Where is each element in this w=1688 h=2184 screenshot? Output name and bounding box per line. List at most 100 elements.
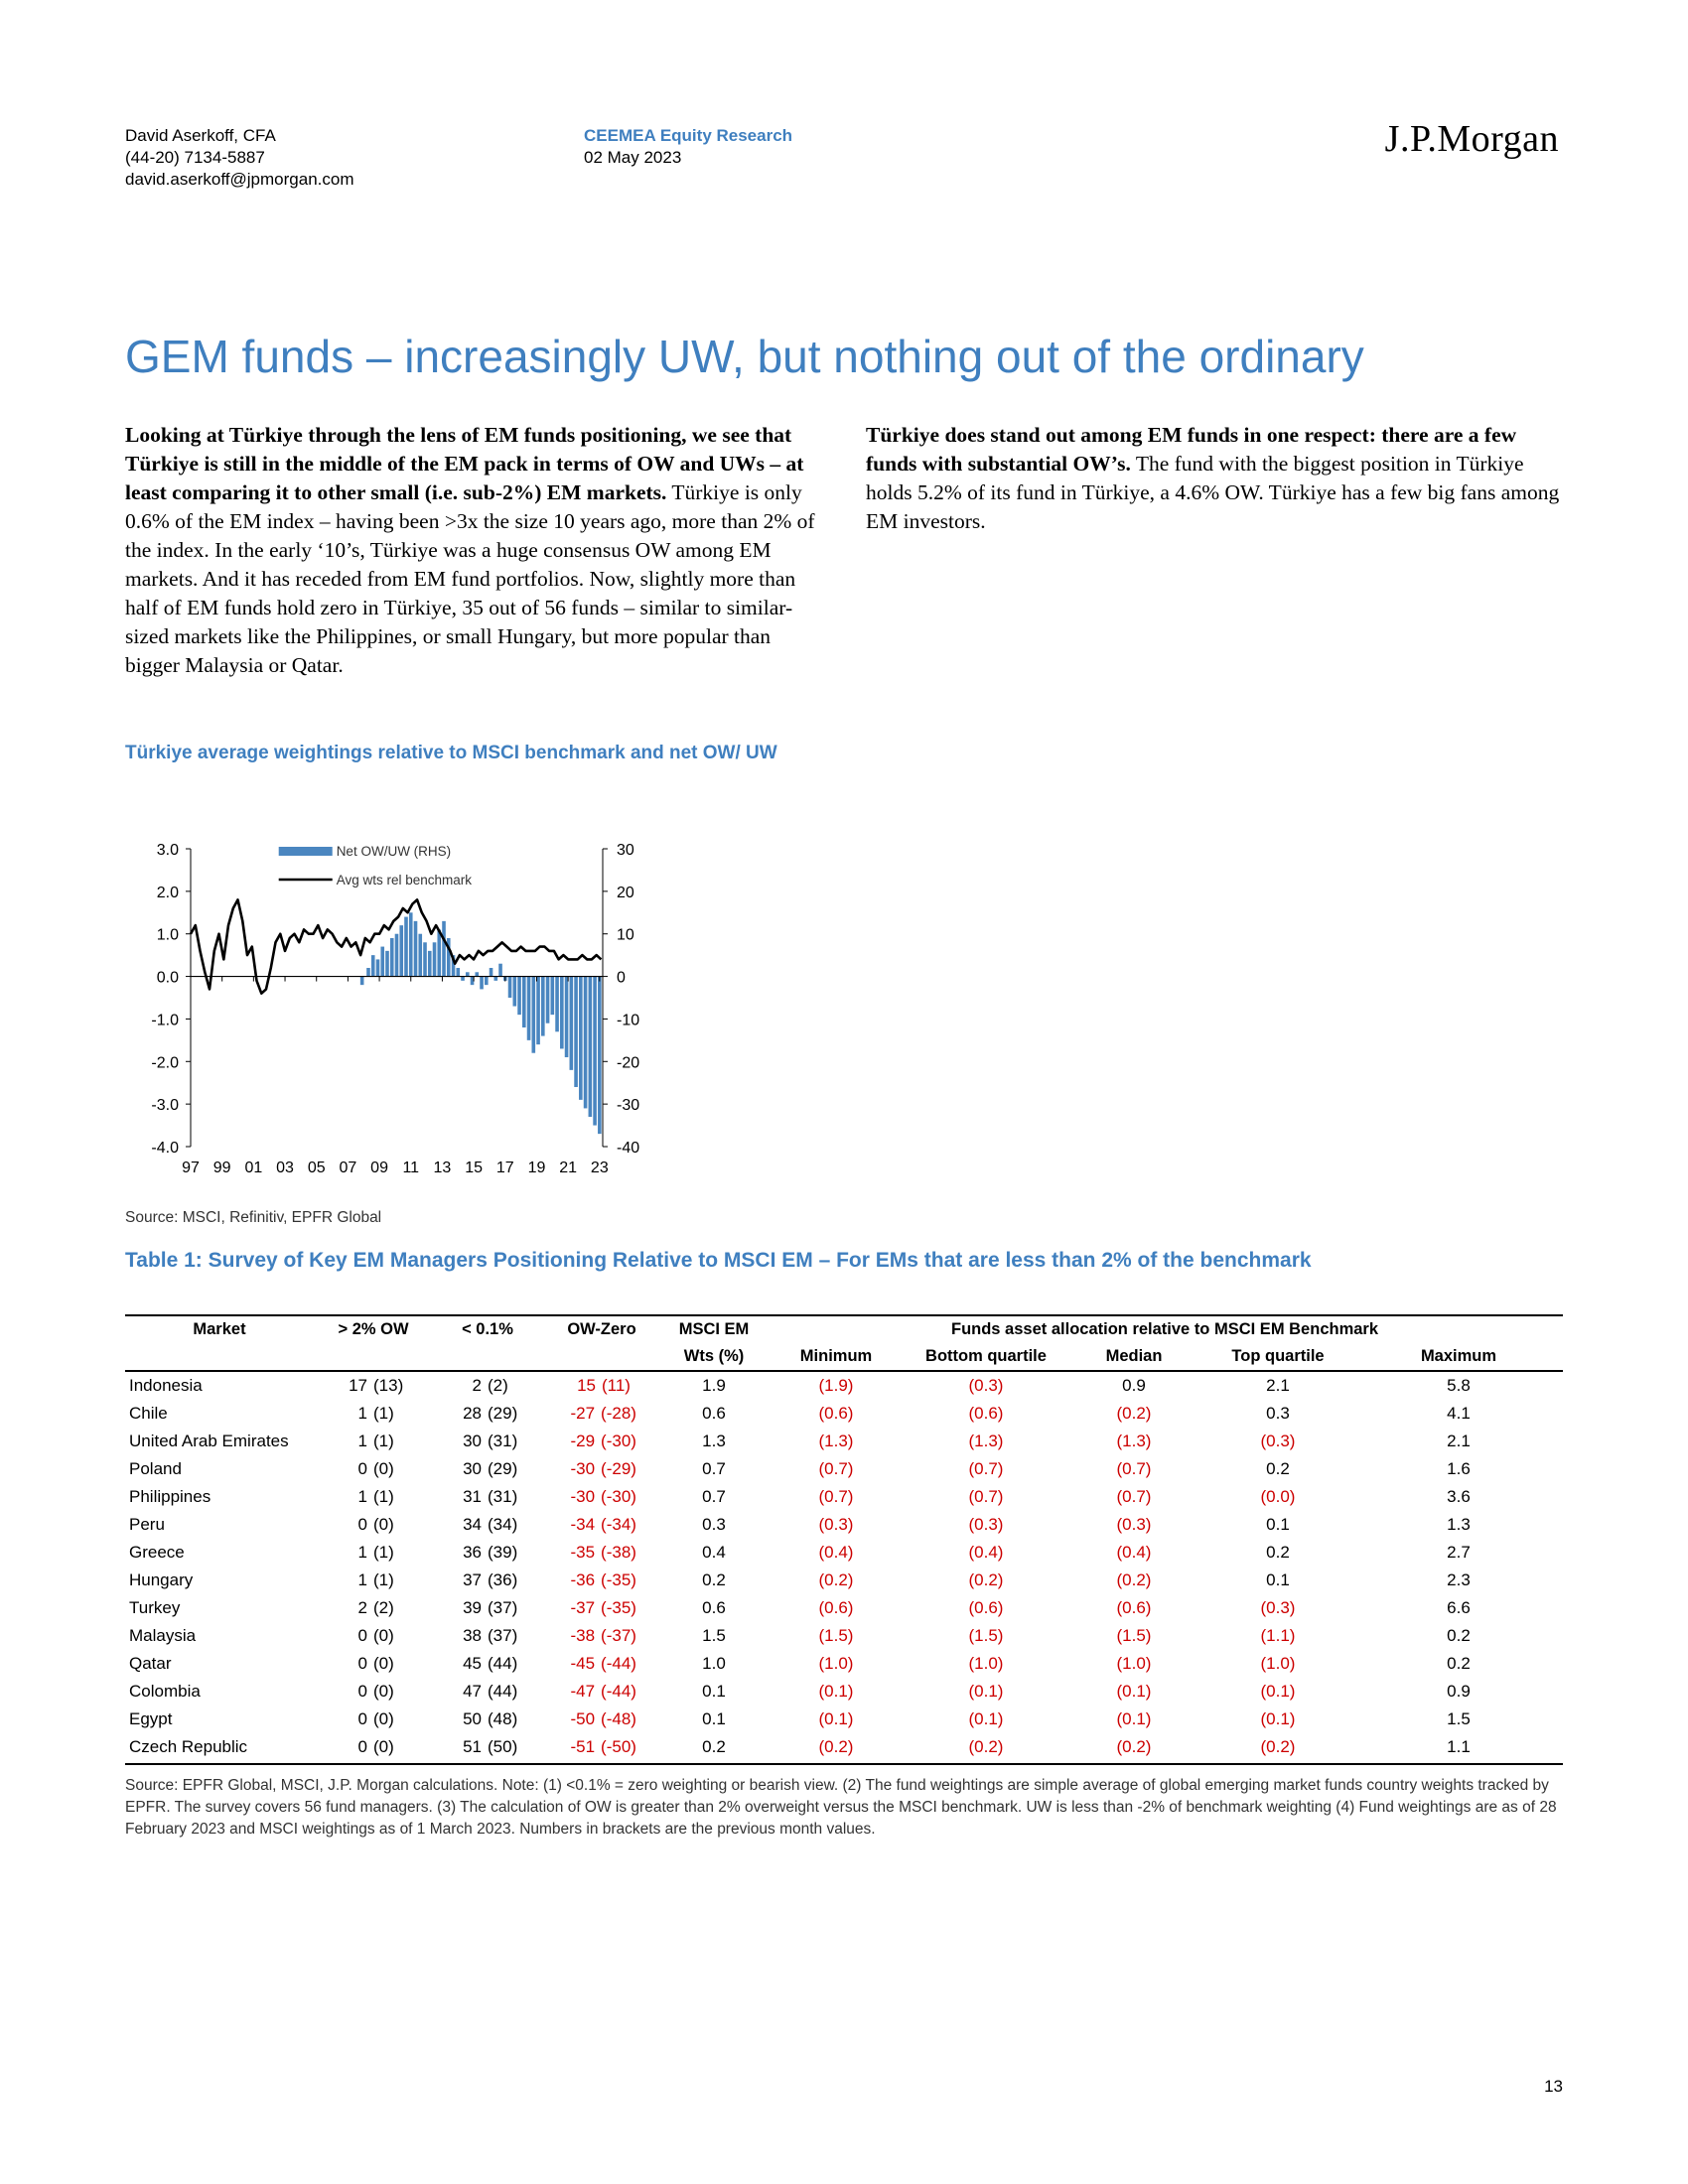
value: -30 [570,1487,596,1506]
bar [446,938,451,977]
cell-market: Malaysia [129,1626,197,1645]
table-row: Indonesia 17 (13) 2 (2) 15 (11) 1.9 (1.9) (0.3) 0.… [125,1371,1563,1400]
prev-value: (37) [488,1598,518,1617]
right-column-text: Türkiye does stand out among EM funds in… [866,421,1566,536]
author-phone: (44-20) 7134-5887 [125,148,265,167]
value: 1 [357,1487,367,1506]
y-left-tick-label: 0.0 [157,970,179,987]
x-tick-label: 15 [465,1160,483,1176]
prev-value: (0) [373,1709,394,1728]
value: -50 [570,1709,596,1728]
cell-msci: 1.5 [702,1626,726,1645]
bar [498,963,502,977]
cell-tq: 2.1 [1266,1376,1290,1395]
x-tick-label: 17 [496,1160,514,1176]
prev-value: (31) [488,1432,518,1450]
cell-med: (0.2) [1116,1404,1152,1423]
prev-value: (-38) [601,1543,636,1562]
page-headline: GEM funds – increasingly UW, but nothing… [125,331,1364,382]
bar [531,976,536,1053]
x-tick-label: 03 [276,1160,294,1176]
value: 1 [357,1570,367,1589]
prev-value: (1) [373,1570,394,1589]
cell-msci: 0.7 [702,1487,726,1506]
y-left-tick-label: -3.0 [151,1097,179,1114]
cell-tq: (0.2) [1201,1733,1354,1765]
bar [517,976,521,1016]
bar [512,976,517,1007]
cell-max: 0.2 [1447,1654,1471,1673]
cell-max: 4.1 [1447,1404,1471,1423]
prev-value: (1) [373,1432,394,1450]
cell-med: (0.1) [1116,1709,1152,1728]
cell-max: 1.6 [1447,1459,1471,1478]
table-row: Qatar 0 (0) 45 (44) -45 (-44) 1.0 (1.0) (1.0) (1.0… [125,1650,1563,1678]
bar [418,933,423,977]
cell-max: 2.3 [1447,1570,1471,1589]
bar [489,968,493,977]
prev-value: (1) [373,1487,394,1506]
bar [413,920,418,977]
bar [461,976,465,981]
author-email[interactable]: david.aserkoff@jpmorgan.com [125,170,354,189]
cell-tq: 0.2 [1266,1459,1290,1478]
bar [359,976,364,986]
value: 2 [357,1598,367,1617]
cell-bq: (0.3) [968,1376,1004,1395]
chart-source: Source: MSCI, Refinitiv, EPFR Global [125,1209,382,1226]
prev-value: (-44) [601,1654,636,1673]
value: 15 [577,1376,596,1395]
bar [522,976,526,1027]
x-tick-label: 21 [559,1160,577,1176]
bar [475,972,480,977]
value: -30 [570,1459,596,1478]
value: -29 [570,1432,596,1450]
x-tick-label: 13 [434,1160,452,1176]
cell-bq: (1.0) [968,1654,1004,1673]
prev-value: (0) [373,1682,394,1701]
bar [526,976,531,1040]
legend-bar-swatch [278,847,333,856]
cell-tq: 0.3 [1266,1404,1290,1423]
cell-bq: (0.1) [968,1682,1004,1701]
bar [484,976,489,986]
cell-market: Peru [129,1515,165,1534]
bar [385,950,389,977]
prev-value: (-44) [601,1682,636,1701]
cell-bq: (0.2) [906,1733,1066,1765]
cell-market: Chile [129,1404,168,1423]
value: 0 [357,1654,367,1673]
y-right-tick-label: 10 [617,927,634,944]
cell-market: Philippines [129,1487,211,1506]
cell-market: Poland [129,1459,182,1478]
cell-max: 0.2 [1447,1626,1471,1645]
cell-market: Egypt [129,1709,173,1728]
header-funds-group: Funds asset allocation relative to MSCI … [767,1314,1563,1343]
prev-value: (34) [488,1515,518,1534]
cell-market: Colombia [129,1682,201,1701]
cell-msci: 1.0 [702,1654,726,1673]
table-row: Peru 0 (0) 34 (34) -34 (-34) 0.3 (0.3) (0.3) (0.3)… [125,1511,1563,1539]
y-right-tick-label: -10 [617,1012,639,1028]
table-row: Turkey 2 (2) 39 (37) -37 (-35) 0.6 (0.6) (0.6) (0.… [125,1594,1563,1622]
bar [437,929,442,977]
prev-value: (-48) [601,1709,636,1728]
prev-value: (37) [488,1626,518,1645]
bar [579,976,583,1100]
bar [451,955,456,977]
prev-value: (0) [373,1654,394,1673]
cell-min: (0.7) [818,1459,854,1478]
cell-med: (0.7) [1116,1459,1152,1478]
report-date: 02 May 2023 [584,148,682,167]
cell-tq: (0.3) [1260,1598,1296,1617]
value: 37 [463,1570,482,1589]
x-tick-label: 97 [182,1160,200,1176]
y-left-tick-label: 2.0 [157,885,179,901]
value: -34 [570,1515,596,1534]
cell-tq: (0.1) [1260,1682,1296,1701]
cell-msci: 1.9 [702,1376,726,1395]
bar [423,942,427,977]
cell-msci: 1.3 [702,1432,726,1450]
value: -36 [570,1570,596,1589]
prev-value: (13) [373,1376,404,1395]
